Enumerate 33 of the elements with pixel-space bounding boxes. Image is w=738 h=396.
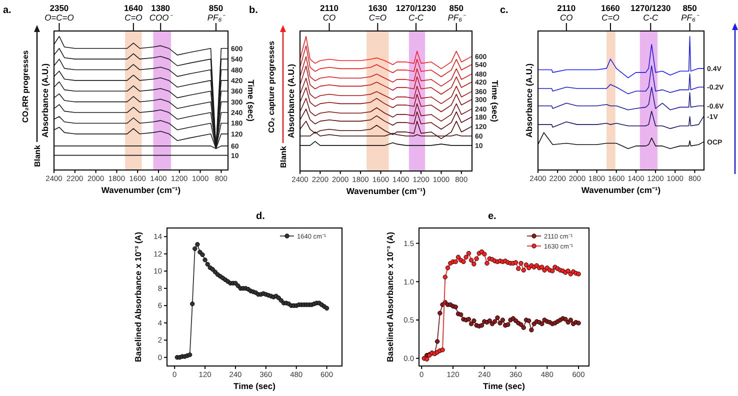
x-axis-title: Wavenumber (cm⁻¹) <box>346 186 426 196</box>
x-axis-title: Time (sec) <box>483 381 526 391</box>
text: a. <box>3 5 12 16</box>
x-axis-title: Time (sec) <box>234 381 276 391</box>
text: CO₂RR progresses <box>21 50 30 123</box>
text: b. <box>249 5 258 16</box>
x2-tick-label: 850 PF₆⁻ <box>681 3 700 22</box>
x2-tick-label: 1630 C=O <box>368 3 388 22</box>
x2-tick-label: 1380 COO⁻ <box>149 3 173 22</box>
x2-tick-label: 1270/1230 C-C <box>630 3 671 22</box>
y-axis-title: Absorbance (A.U.) <box>40 63 50 138</box>
y-axis-title: Absorbance (A.U.) <box>286 64 296 138</box>
x2-tick-label: 2110 CO <box>320 3 339 22</box>
y-axis-title: Baselined Absorbance x 10⁻³ (A) <box>133 232 143 362</box>
text: d. <box>256 211 266 222</box>
y-axis-title: Baselined Absorbance x 10⁻³ (A) <box>385 232 395 362</box>
text: Blank <box>279 146 288 168</box>
x-axis-title: Wavenumber (cm⁻¹) <box>101 185 181 195</box>
x2-tick-label: 1640 C=O <box>124 3 144 22</box>
x2-tick-label: 1660 C=O <box>601 3 620 22</box>
text: Blank <box>33 144 42 167</box>
x2-tick-label: 1270/1230 C-C <box>396 3 436 22</box>
x2-tick-label: 850 PF₆⁻ <box>207 3 226 22</box>
x2-tick-label: 2350 O=C=O <box>44 3 74 22</box>
text: e. <box>488 211 497 222</box>
y2-axis-title: Time (sec) <box>246 80 256 122</box>
x2-tick-label: 2110 CO <box>557 3 576 22</box>
text: c. <box>500 5 509 16</box>
x2-tick-label: 850 PF₆⁻ <box>448 3 466 22</box>
text: CO₂ capture progresses <box>267 40 276 134</box>
x-axis-title: Wavenumber (cm⁻¹) <box>581 185 661 195</box>
y2-axis-title: Time (sec) <box>490 80 500 122</box>
y-axis-title: Absorbance (A.U.) <box>524 63 534 138</box>
